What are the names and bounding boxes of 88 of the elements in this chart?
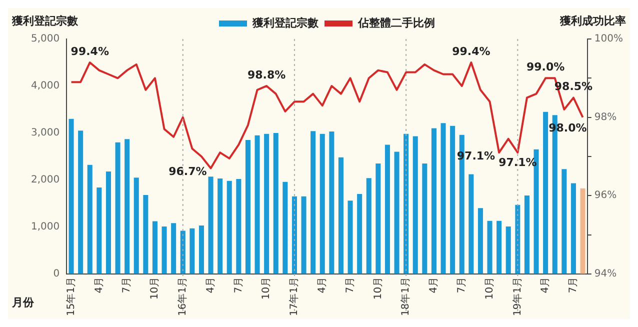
bar <box>115 142 120 274</box>
x-tick-label: 7月 <box>456 276 468 294</box>
bar <box>162 226 167 274</box>
bar <box>329 132 334 274</box>
bar <box>376 164 381 274</box>
y2-tick-label: 100% <box>594 34 624 45</box>
bar <box>245 140 250 274</box>
bar <box>422 164 428 274</box>
bar <box>143 194 148 274</box>
x-tick-label: 4月 <box>94 276 105 294</box>
bar <box>543 112 548 274</box>
x-tick-label: 7月 <box>122 276 133 294</box>
bar <box>190 228 195 274</box>
bar <box>384 144 390 274</box>
data-label: 99.0% <box>526 60 565 74</box>
x-tick-label: 4月 <box>205 276 216 294</box>
y-tick-label: 4,000 <box>30 80 60 92</box>
bar <box>310 131 316 274</box>
bar <box>236 179 242 274</box>
y-tick-label: 0 <box>53 268 60 280</box>
y2-tick-label: 98% <box>594 112 617 123</box>
x-tick-label: 7月 <box>344 276 356 294</box>
bar <box>524 195 530 274</box>
bar <box>478 208 483 274</box>
y-tick-label: 2,000 <box>30 174 60 186</box>
bar <box>226 180 232 274</box>
bar <box>394 152 400 274</box>
bar <box>78 130 84 274</box>
bar <box>506 226 511 274</box>
bar <box>515 204 520 274</box>
legend-label: 獲利登記宗數 <box>252 16 320 30</box>
bar <box>412 136 418 274</box>
y-tick-label: 1,000 <box>30 222 60 233</box>
bar <box>273 132 278 274</box>
bar <box>450 126 456 274</box>
data-label: 99.4% <box>70 44 109 58</box>
bar <box>496 220 502 274</box>
x-tick-label: 7月 <box>233 276 244 294</box>
x-axis-title: 月份 <box>11 296 35 309</box>
y2-axis-title: 獲利成功比率 <box>559 14 626 28</box>
bar <box>580 188 586 274</box>
bar <box>301 196 306 274</box>
bar <box>124 139 130 274</box>
bar <box>254 135 260 274</box>
y-tick-label: 5,000 <box>30 34 60 45</box>
y-tick-label: 3,000 <box>30 128 60 139</box>
x-tick-label: 4月 <box>540 276 552 294</box>
bar <box>348 200 353 274</box>
bar <box>96 187 102 274</box>
bar <box>152 221 158 274</box>
x-tick-label: 10月 <box>372 276 384 300</box>
bar <box>440 123 446 274</box>
bar <box>171 223 176 274</box>
bar <box>198 226 204 274</box>
bar <box>134 178 139 274</box>
bar <box>468 174 474 274</box>
bar <box>68 118 74 274</box>
bar <box>320 134 325 274</box>
bar <box>487 220 492 274</box>
bar <box>357 194 362 274</box>
bar <box>570 183 576 274</box>
y2-tick-label: 96% <box>594 190 617 202</box>
data-label: 96.7% <box>168 165 207 178</box>
bar <box>366 178 372 274</box>
bar <box>264 134 270 274</box>
x-tick-label: 10月 <box>150 276 161 300</box>
bar <box>218 178 223 274</box>
x-tick-label: 7月 <box>568 276 580 294</box>
x-tick-label: 4月 <box>316 276 328 294</box>
x-tick-label: 10月 <box>261 276 272 300</box>
bar <box>87 164 92 274</box>
data-label: 99.4% <box>452 44 490 58</box>
bar <box>562 169 567 274</box>
bar <box>338 157 344 274</box>
bar <box>431 128 436 274</box>
y2-tick-label: 94% <box>594 268 617 280</box>
bar <box>180 230 186 274</box>
data-label: 98.8% <box>247 68 286 82</box>
x-tick-label: 18年1月 <box>400 276 412 316</box>
x-tick-label: 4月 <box>428 276 440 294</box>
legend-label: 佔整體二手比例 <box>357 16 435 30</box>
bar <box>106 171 111 274</box>
x-tick-label: 10月 <box>484 276 496 300</box>
x-tick-label: 15年1月 <box>64 276 77 316</box>
y-axis-title: 獲利登記宗數 <box>11 14 79 28</box>
bar <box>282 182 288 274</box>
bar <box>208 176 214 274</box>
bar <box>404 134 409 274</box>
